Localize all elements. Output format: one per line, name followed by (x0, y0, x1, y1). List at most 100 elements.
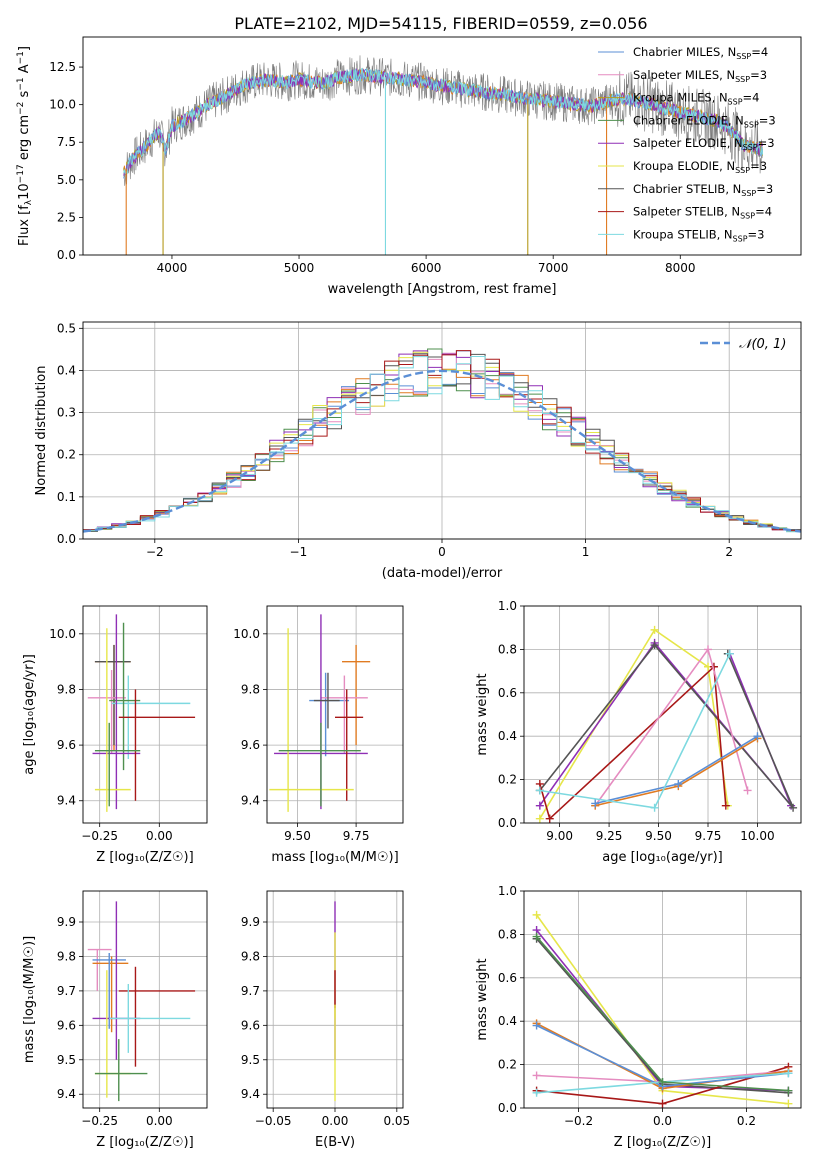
weight-line (539, 665, 727, 821)
histogram-series (83, 350, 801, 532)
y-axis-label: mass weight (475, 958, 490, 1040)
x-tick-label: 9.75 (695, 829, 722, 843)
x-tick-label: 8000 (665, 261, 696, 275)
mass_vs_EBV-axes: −0.05 0.00 0.05 9.4 9.5 9.6 9.7 9.8 9.9 E(B-V) (241, 890, 410, 1150)
y-tick-label: 0.2 (498, 773, 517, 787)
x-axis-label: Z [log₁₀(Z/Z☉)] (96, 1135, 193, 1150)
y-axis-label: age [log₁₀(age/yr)] (22, 654, 37, 775)
y-tick-label: 0.5 (57, 321, 76, 335)
x-tick-label: 1 (582, 545, 590, 559)
y-tick-label: 0.0 (57, 532, 76, 546)
x-tick-label: 2 (725, 545, 733, 559)
weight_vs_Z-series (532, 910, 793, 1108)
weight-marker (784, 1086, 793, 1095)
age_vs_Z-points (87, 614, 196, 812)
x-tick-label: 9.00 (546, 829, 573, 843)
y-tick-label: 9.4 (241, 1087, 260, 1101)
weight-marker (674, 779, 683, 788)
weight_vs_Z-axes: −0.2 0.0 0.2 0.0 0.2 0.4 0.6 0.8 1.0 Z [log₁₀(Z/Z… (475, 884, 802, 1150)
x-axis-label: wavelength [Angstrom, rest frame] (328, 282, 557, 297)
mass_vs_Z-axes: −0.25 0.00 9.4 9.5 9.6 9.7 9.8 9.9 Z [log₁₀(Z/Z☉… (22, 890, 208, 1150)
axes-frame (266, 890, 404, 1109)
x-tick-label: 4000 (157, 261, 188, 275)
y-tick-label: 9.6 (241, 738, 260, 752)
y-tick-label: 9.6 (57, 738, 76, 752)
axes-frame (82, 890, 208, 1109)
y-tick-label: 0.6 (498, 971, 517, 985)
weight-marker (753, 732, 762, 741)
weight-marker (535, 786, 544, 795)
x-tick-label: 0.2 (737, 1114, 756, 1128)
y-tick-label: 10.0 (233, 627, 260, 641)
weight-marker (591, 799, 600, 808)
legend-entry: Kroupa ELODIE, NSSP=3 (633, 159, 767, 175)
residuals-axes: −2 −1 0 1 2 0.0 0.1 0.2 0.3 0.4 0.5 (data-model)/er… (34, 321, 802, 581)
y-axis-label: Flux [fλ10−17 erg cm−2 s−1 A−1] (16, 46, 34, 246)
weight-marker (532, 932, 541, 941)
age_vs_mass-points (269, 614, 371, 812)
histogram-series (83, 356, 801, 533)
x-axis-label: Z [log₁₀(Z/Z☉)] (96, 850, 193, 865)
weight-marker (650, 803, 659, 812)
y-tick-label: 0.1 (57, 490, 76, 504)
x-axis-label: Z [log₁₀(Z/Z☉)] (614, 1135, 711, 1150)
y-tick-label: 9.8 (241, 949, 260, 963)
y-tick-label: 0.4 (57, 363, 76, 377)
y-tick-label: 0.2 (498, 1058, 517, 1072)
y-tick-label: 1.0 (498, 599, 517, 613)
weight-marker (532, 910, 541, 919)
y-tick-label: 9.4 (241, 794, 260, 808)
weight-marker (658, 1099, 667, 1108)
weight-marker (535, 814, 544, 823)
x-tick-label: 0.00 (322, 1114, 349, 1128)
y-tick-label: 9.8 (57, 682, 76, 696)
y-tick-label: 0.0 (498, 1101, 517, 1115)
spectrum-model-line (123, 67, 764, 175)
x-tick-label: 0.0 (653, 1114, 672, 1128)
x-tick-label: 9.50 (645, 829, 672, 843)
axes-frame (523, 890, 802, 1109)
y-tick-label: 0.8 (498, 927, 517, 941)
y-tick-label: 9.6 (241, 1018, 260, 1032)
weight-marker (743, 786, 752, 795)
x-axis-label: (data-model)/error (382, 566, 503, 581)
weight-marker (650, 641, 659, 650)
y-tick-label: 9.8 (241, 682, 260, 696)
x-tick-label: 9.75 (343, 829, 370, 843)
weight-marker (532, 1071, 541, 1080)
legend-entry: Salpeter ELODIE, NSSP=3 (633, 136, 775, 152)
legend-entry: Chabrier STELIB, NSSP=3 (633, 182, 773, 198)
legend-entry: Chabrier MILES, NSSP=4 (633, 45, 768, 61)
y-axis-label: mass [log₁₀(M/M☉)] (22, 936, 37, 1063)
y-tick-label: 9.8 (57, 949, 76, 963)
spectrum-legend: Chabrier MILES, NSSP=4 Salpeter MILES, NS… (598, 45, 776, 243)
legend-entry: 𝒩(0, 1) (739, 337, 786, 352)
y-axis-label: mass weight (475, 673, 490, 755)
weight-marker (704, 645, 713, 654)
weight-line (539, 653, 731, 809)
histogram-group (83, 348, 801, 533)
y-axis-label: Normed distribution (34, 366, 49, 496)
weight-marker (545, 814, 554, 823)
spectrum-axes: 4000 5000 6000 7000 8000 0.0 2.5 5.0 7.5 10.0 12.5… (16, 36, 802, 297)
x-tick-label: 5000 (284, 261, 315, 275)
age_vs_mass-axes: 9.50 9.75 9.4 9.6 9.8 10.0 mass [log₁₀(M/M☉)] (233, 605, 404, 865)
y-tick-label: 0.0 (498, 816, 517, 830)
weight-marker (650, 625, 659, 634)
x-tick-label: 9.50 (284, 829, 311, 843)
legend-entry: Chabrier ELODIE, NSSP=3 (633, 113, 776, 129)
axes-frame (523, 605, 802, 824)
x-tick-label: 0 (438, 545, 446, 559)
y-tick-label: 0.2 (57, 448, 76, 462)
plots-group: 4000 5000 6000 7000 80000.02.55.07.510.012.5… (16, 36, 802, 1150)
legend-entry: Salpeter MILES, NSSP=3 (633, 68, 767, 84)
axes-frame (82, 605, 208, 824)
y-tick-label: 9.7 (241, 984, 260, 998)
x-tick-label: −2 (146, 545, 164, 559)
y-tick-label: 9.9 (57, 915, 76, 929)
x-tick-label: −0.25 (81, 1114, 118, 1128)
axes-frame (82, 321, 802, 540)
weight-marker (658, 1077, 667, 1086)
weight-line (539, 628, 729, 820)
